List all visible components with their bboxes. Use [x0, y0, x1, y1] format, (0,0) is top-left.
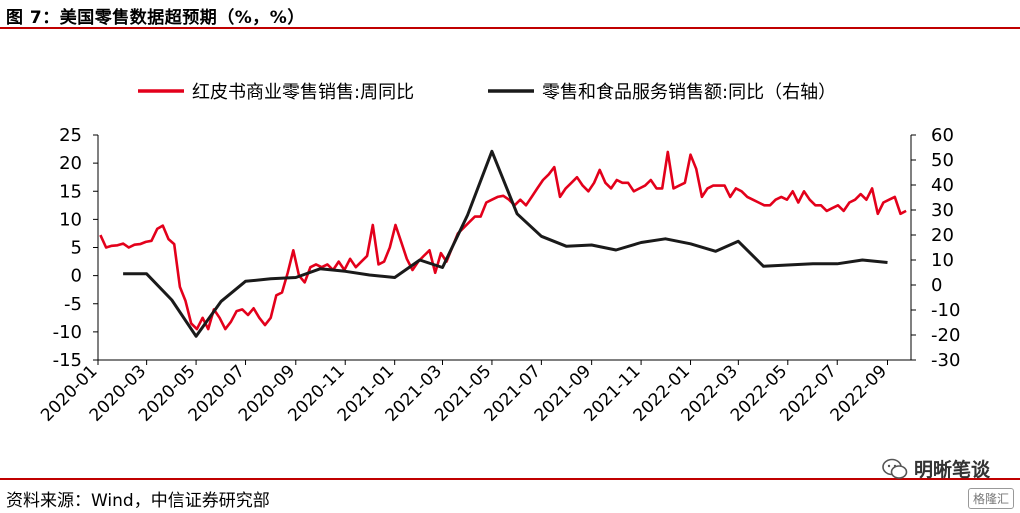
series-line-1 — [99, 150, 907, 331]
y-right-tick-label: 40 — [931, 175, 954, 196]
legend: 红皮书商业零售销售:周同比 零售和食品服务销售额:同比（右轴） — [138, 82, 836, 103]
y-right-tick-label: 0 — [931, 275, 942, 296]
y-left-tick-label: 15 — [59, 181, 82, 202]
y-left-tick-label: 25 — [59, 125, 82, 146]
y-right-tick-label: -20 — [931, 325, 960, 346]
source-note: 资料来源：Wind，中信证券研究部 — [6, 491, 270, 511]
y-right-tick-label: 20 — [931, 225, 954, 246]
legend-label-1: 红皮书商业零售销售:周同比 — [192, 82, 414, 103]
wechat-icon — [882, 458, 908, 479]
y-right-tick-label: 10 — [931, 250, 954, 271]
footer-rule — [0, 478, 1020, 480]
y-right-tick-label: 60 — [931, 125, 954, 146]
y-right-tick-label: 50 — [931, 150, 954, 171]
legend-label-2: 零售和食品服务销售额:同比（右轴） — [542, 82, 836, 103]
y-right-tick-label: -10 — [931, 300, 960, 321]
x-tick-label: 2022-09 — [827, 361, 891, 425]
y-left-tick-label: -10 — [53, 322, 82, 343]
chart: 红皮书商业零售销售:周同比 零售和食品服务销售额:同比（右轴） -15 -10 -5 0… — [37, 82, 960, 426]
title-rule — [0, 27, 1020, 29]
series-line-2 — [123, 149, 888, 338]
y-left-tick-label: 10 — [59, 209, 82, 230]
watermark: 明晰笔谈 — [882, 455, 990, 482]
plot-area: -15 -10 -5 0 5 10 15 20 25 -30 -20 -10 0 10 20 30 40 50 60… — [37, 125, 960, 426]
y-left-tick-label: 5 — [71, 238, 82, 259]
figure-title: 图 7：美国零售数据超预期（%，%） — [6, 8, 305, 28]
y-left-tick-label: 20 — [59, 153, 82, 174]
y-right-tick-label: -30 — [931, 350, 960, 371]
y-right-tick-label: 30 — [931, 200, 954, 221]
y-left-tick-label: -15 — [53, 350, 82, 371]
y-left-tick-label: 0 — [71, 266, 82, 287]
watermark-small: 格隆汇 — [967, 488, 1014, 509]
y-left-tick-label: -5 — [64, 294, 82, 315]
watermark-text: 明晰笔谈 — [913, 459, 990, 481]
